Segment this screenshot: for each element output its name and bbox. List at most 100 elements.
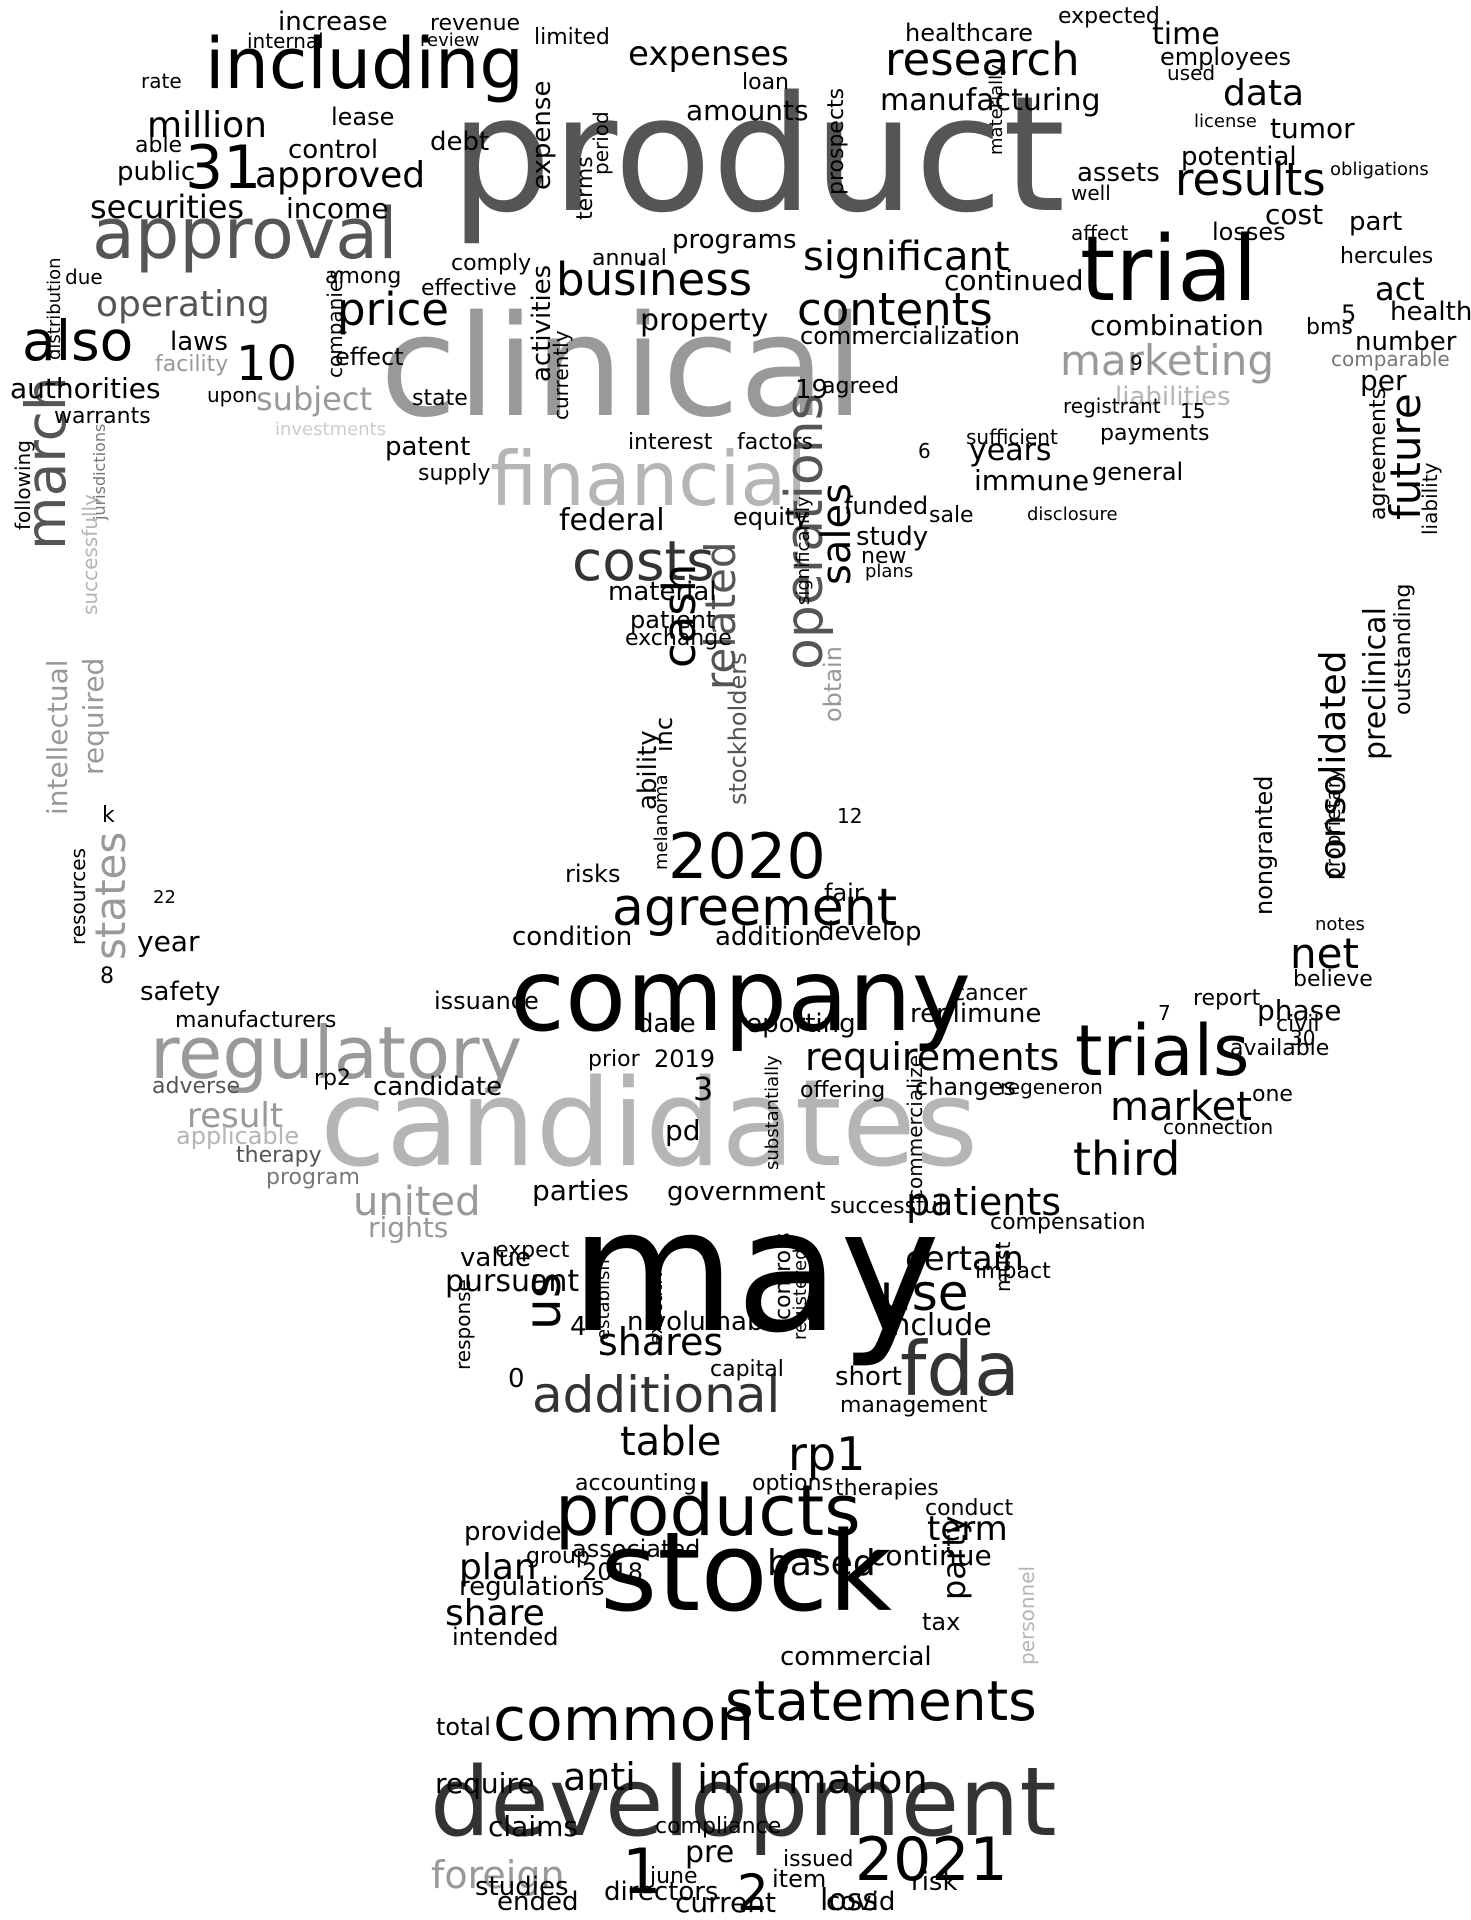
cloud-word-registered: registered — [790, 1248, 811, 1340]
cloud-word-securities: securities — [90, 188, 244, 226]
cloud-word-comply: comply — [451, 251, 531, 276]
cloud-word-required: required — [77, 658, 110, 775]
cloud-word-operations: operations — [775, 393, 835, 670]
cloud-word-debt: debt — [430, 127, 489, 157]
cloud-word-healthcare: healthcare — [905, 19, 1033, 47]
cloud-word-research: research — [885, 33, 1080, 86]
cloud-word-approval: approval — [92, 193, 398, 275]
cloud-word-anti: anti — [563, 1755, 636, 1799]
cloud-word-effect: effect — [335, 343, 404, 371]
cloud-word-programs: programs — [672, 225, 797, 255]
cloud-word-2: 2 — [737, 1864, 769, 1920]
cloud-word-candidates: candidates — [320, 1055, 978, 1194]
cloud-word-candidate: candidate — [373, 1072, 502, 1102]
cloud-word-requirements: requirements — [805, 1035, 1059, 1079]
cloud-word-years: years — [969, 433, 1052, 468]
cloud-word-replimune: replimune — [910, 999, 1041, 1029]
cloud-word-loan: loan — [742, 70, 789, 95]
cloud-word-well: well — [1071, 181, 1111, 205]
cloud-word-facility: facility — [155, 352, 228, 377]
cloud-word-amounts: amounts — [686, 94, 809, 127]
cloud-word-new: new — [861, 544, 906, 569]
cloud-word-conduct: conduct — [925, 1496, 1014, 1521]
cloud-word-provide: provide — [464, 1517, 562, 1547]
cloud-word-directors: directors — [604, 1877, 718, 1907]
cloud-word-increase: increase — [278, 7, 388, 37]
cloud-word-materially: materially — [986, 64, 1007, 155]
cloud-word-offering: offering — [800, 1078, 885, 1103]
cloud-word-cost: cost — [1265, 198, 1323, 231]
cloud-word-prospects: prospects — [824, 88, 849, 195]
cloud-word-number: number — [1355, 327, 1457, 357]
cloud-word-material: material — [608, 577, 717, 607]
cloud-word-period: period — [589, 111, 613, 175]
cloud-word-jurisdictions: jurisdictions — [90, 424, 109, 521]
cloud-word-continued: continued — [944, 264, 1084, 297]
cloud-word-trial: trial — [1080, 217, 1257, 322]
cloud-word-adverse: adverse — [152, 1074, 240, 1099]
cloud-word-federal: federal — [559, 503, 665, 538]
cloud-word-22: 22 — [153, 887, 176, 908]
cloud-word-bms: bms — [1306, 315, 1353, 340]
cloud-word-successful: successful — [830, 1194, 944, 1219]
cloud-word-warrants: warrants — [54, 404, 151, 429]
cloud-word-losses: losses — [1212, 218, 1286, 246]
cloud-word-distribution: distribution — [44, 257, 65, 360]
cloud-word-successfully: successfully — [78, 494, 102, 615]
cloud-word-rights: rights — [368, 1211, 448, 1244]
cloud-word-15: 15 — [1180, 399, 1205, 423]
cloud-word-table: table — [620, 1419, 721, 1465]
cloud-word-include: include — [883, 1308, 992, 1343]
cloud-word-control: control — [288, 135, 378, 165]
cloud-word-connection: connection — [1163, 1115, 1273, 1139]
cloud-word-common: common — [493, 1685, 754, 1755]
cloud-word-plan: plan — [459, 1547, 537, 1588]
cloud-word-stock: stock — [600, 1508, 892, 1636]
cloud-word-assets: assets — [1077, 158, 1160, 188]
cloud-word-resources: resources — [66, 848, 90, 945]
cloud-word-k: k — [102, 803, 115, 828]
cloud-word-company: company — [510, 937, 971, 1054]
cloud-word-states: states — [86, 832, 135, 960]
cloud-word-comparable: comparable — [1331, 347, 1450, 371]
cloud-word-time: time — [1152, 17, 1220, 52]
cloud-word-act: act — [1375, 270, 1425, 308]
cloud-word-internal: internal — [247, 29, 324, 53]
cloud-word-sales: sales — [814, 483, 860, 585]
cloud-word-clinical: clinical — [380, 286, 864, 449]
cloud-word-product: product — [450, 61, 1065, 248]
cloud-word-annual: annual — [592, 246, 667, 271]
cloud-word-condition: condition — [512, 922, 632, 952]
cloud-word-prior: prior — [588, 1047, 641, 1072]
cloud-word-marketing: marketing — [1060, 336, 1274, 385]
cloud-word-fda: fda — [900, 1325, 1020, 1413]
cloud-word-terms: terms — [573, 156, 598, 220]
cloud-word-studies: studies — [475, 1872, 569, 1902]
cloud-word-develop: develop — [818, 917, 922, 947]
cloud-word-part: part — [1349, 207, 1402, 237]
cloud-word-melanoma: melanoma — [651, 774, 672, 870]
cloud-word-6: 6 — [918, 439, 931, 463]
cloud-word-immune: immune — [974, 464, 1089, 497]
cloud-word-interest: interest — [628, 430, 713, 455]
cloud-word-combination: combination — [1090, 309, 1264, 342]
cloud-word-19: 19 — [795, 375, 828, 405]
cloud-word-ability: ability — [633, 730, 663, 810]
cloud-word-addition: addition — [715, 922, 821, 952]
cloud-word-nongranted: nongranted — [1250, 775, 1278, 915]
cloud-word-risks: risks — [565, 860, 620, 888]
cloud-word-development: development — [430, 1748, 1057, 1858]
cloud-word-study: study — [856, 522, 928, 552]
cloud-word-significantly: significantly — [793, 496, 814, 605]
cloud-word-authorities: authorities — [10, 372, 161, 405]
cloud-word-among: among — [325, 264, 401, 289]
cloud-word-lease: lease — [331, 103, 394, 131]
cloud-word-agreements: agreements — [1366, 388, 1391, 520]
cloud-word-license: license — [1194, 111, 1257, 132]
cloud-word-intellectual: intellectual — [41, 659, 74, 815]
cloud-word-consolidated: consolidated — [1313, 651, 1354, 880]
cloud-word-commercial: commercial — [780, 1642, 932, 1672]
cloud-word-total: total — [436, 1713, 491, 1741]
cloud-word-manufacturers: manufacturers — [175, 1008, 336, 1033]
cloud-word-outstanding: outstanding — [1391, 583, 1416, 715]
